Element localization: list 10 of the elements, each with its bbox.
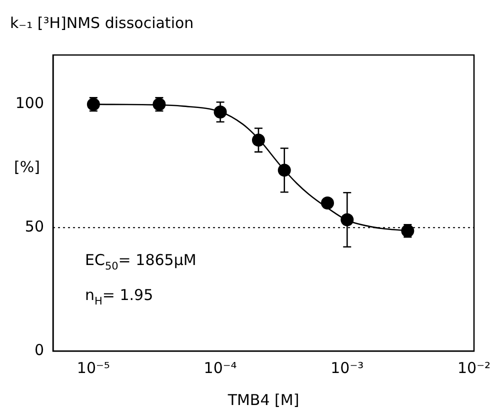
x-tick-label: 10⁻² (457, 358, 491, 377)
x-tick-label: 10⁻⁴ (204, 358, 237, 377)
y-tick-label: 50 (24, 218, 44, 236)
x-tick-label: 10⁻⁵ (76, 358, 110, 377)
x-axis-title: TMB4 [M] (226, 391, 300, 409)
chart-title: k₋₁ [³H]NMS dissociation (10, 14, 194, 32)
y-tick-label: 0 (34, 340, 44, 359)
y-axis-title: [%] (14, 158, 40, 176)
x-tick-label: 10⁻³ (330, 358, 364, 377)
y-tick-label: 100 (15, 94, 44, 112)
